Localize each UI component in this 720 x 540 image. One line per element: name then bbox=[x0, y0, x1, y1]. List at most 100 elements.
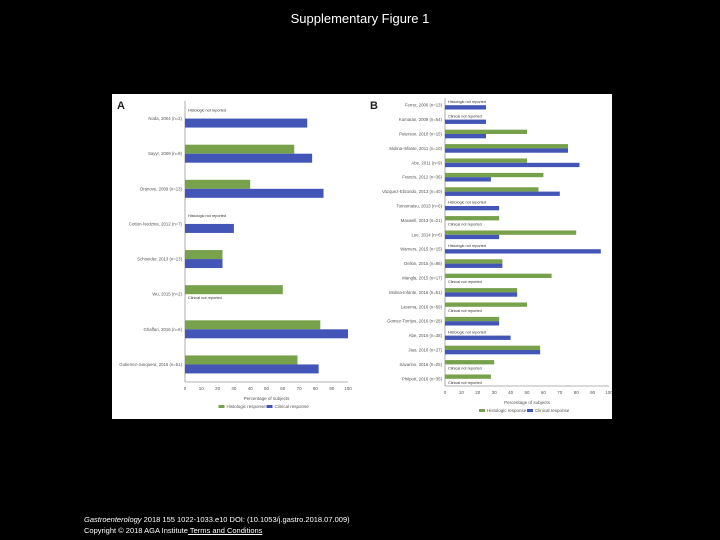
panel-a-x-label: Percentage of subjects bbox=[244, 396, 291, 401]
panel-a-note: Histologic not reported bbox=[188, 214, 226, 218]
panel-b-bar-clinical bbox=[445, 105, 486, 110]
panel-b-bar-clinical bbox=[445, 263, 503, 268]
panel-b-study-label: Molina-Infante, 2016 (n=51) bbox=[389, 290, 442, 295]
panel-b-bar-histologic bbox=[445, 129, 527, 134]
panel-b-legend-histologic: Histologic response bbox=[487, 408, 527, 413]
panel-b-study-label: Mangla, 2015 (n=17) bbox=[402, 276, 442, 281]
panel-a-legend-clinical: Clinical response bbox=[275, 404, 310, 409]
panel-a-study-label: Sayyr, 2009 (n=9) bbox=[148, 151, 183, 156]
panel-b-x-tick: 30 bbox=[492, 390, 498, 395]
panel-a-study-label: Wu, 2015 (n=2) bbox=[152, 292, 182, 297]
panel-b-note: Clinical not reported bbox=[448, 366, 482, 370]
panel-b-x-tick: 80 bbox=[574, 390, 580, 395]
panel-a-bar-histologic bbox=[185, 320, 321, 330]
panel-a-bar-histologic bbox=[185, 355, 298, 365]
citation-copyright: Copyright © 2018 AGA Institute bbox=[84, 526, 188, 535]
panel-b-bar-histologic bbox=[445, 360, 495, 365]
panel-b-x-tick: 100 bbox=[605, 390, 612, 395]
panel-a-bar-histologic bbox=[185, 179, 251, 189]
panel-b-bar-histologic bbox=[445, 172, 544, 178]
panel-b-bar-histologic bbox=[445, 144, 568, 149]
panel-b-bar-histologic bbox=[445, 316, 500, 322]
panel-b-study-label: Peterson, 2010 (n=15) bbox=[399, 132, 442, 137]
panel-b-letter: B bbox=[370, 100, 378, 112]
panel-a-study-label: Dranove, 2009 (n=13) bbox=[140, 186, 182, 191]
panel-a-bar-clinical bbox=[185, 153, 313, 163]
panel-b-study-label: Francis, 2012 (n=36) bbox=[402, 175, 442, 180]
panel-a-study-label: Schneider, 2013 (n=13) bbox=[137, 257, 182, 262]
panel-b-study-label: Vazquez-Elizondo, 2013 (n=40) bbox=[382, 189, 443, 194]
panel-b-x-tick: 40 bbox=[508, 390, 514, 395]
panel-a-x-tick: 10 bbox=[199, 386, 205, 391]
panel-b-bar-histologic bbox=[445, 216, 500, 221]
panel-b-study-label: Abe, 2011 (n=9) bbox=[411, 160, 442, 165]
panel-b-bar-clinical bbox=[445, 350, 541, 355]
panel-b-bar-histologic bbox=[445, 158, 527, 163]
panel-b-bar-histologic bbox=[445, 259, 503, 264]
panel-b-bar-histologic bbox=[445, 302, 527, 307]
panel-a-legend-swatch-histologic bbox=[218, 405, 225, 408]
panel-a-bar-histologic bbox=[185, 285, 283, 295]
panel-a-bar-clinical bbox=[185, 223, 234, 233]
citation-journal: Gastroenterology bbox=[84, 515, 142, 524]
panel-b-note: Clinical not reported bbox=[448, 222, 482, 226]
panel-b-bar-histologic bbox=[445, 187, 539, 192]
panel-b-note: Histologic not reported bbox=[448, 201, 486, 205]
panel-b-study-label: Philpott, 2016 (n=35) bbox=[402, 376, 443, 381]
panel-b-bar-clinical bbox=[445, 234, 500, 240]
panel-a-x-tick: 30 bbox=[231, 386, 237, 391]
panel-b-study-label: Ferrer, 2006 (n=13) bbox=[405, 103, 443, 108]
panel-a-x-tick: 70 bbox=[297, 386, 303, 391]
citation: Gastroenterology 2018 155 1022-1033.e10 … bbox=[84, 514, 350, 536]
panel-a-bar-clinical bbox=[185, 329, 348, 339]
panel-a-x-tick: 100 bbox=[344, 386, 352, 391]
panel-b-bar-histologic bbox=[445, 345, 541, 350]
panel-b-bar-clinical bbox=[445, 162, 580, 168]
panel-b-study-label: Lee, 2014 (n=6) bbox=[412, 232, 443, 237]
panel-b-study-label: Warners, 2015 (n=15) bbox=[400, 247, 442, 252]
panel-b-note: Clinical not reported bbox=[448, 381, 482, 385]
panel-a-bar-clinical bbox=[185, 188, 324, 198]
panel-b-bar-histologic bbox=[445, 288, 518, 293]
panel-b-bar-clinical bbox=[445, 249, 601, 254]
panel-b-x-tick: 10 bbox=[459, 390, 465, 395]
panel-a-bar-clinical bbox=[185, 118, 308, 128]
panel-a-study-label: Ghaffari, 2016 (n=6) bbox=[144, 327, 183, 332]
panel-b-bar-histologic bbox=[445, 374, 491, 379]
panel-b-bar-clinical bbox=[445, 321, 500, 326]
panel-b-bar-clinical bbox=[445, 134, 486, 139]
panel-b-note: Clinical not reported bbox=[448, 280, 482, 284]
panel-b-x-tick: 90 bbox=[590, 390, 596, 395]
panel-b-study-label: Maxwell, 2013 (n=21) bbox=[401, 218, 443, 223]
panel-a-bar-histologic bbox=[185, 250, 223, 260]
panel-b-study-label: Gomez-Torrijos, 2016 (n=28) bbox=[387, 319, 442, 324]
panel-b-study-label: Molina-Infante, 2011 (n=10) bbox=[389, 146, 442, 151]
panel-a-study-label: Cotton-Nodzina, 2012 (n=7) bbox=[129, 221, 183, 226]
panel-a-x-tick: 0 bbox=[184, 386, 187, 391]
panel-a-x-tick: 90 bbox=[329, 386, 335, 391]
panel-b-bar-clinical bbox=[445, 292, 518, 297]
panel-b-bar-clinical bbox=[445, 206, 500, 211]
panel-b-bar-clinical bbox=[445, 335, 511, 340]
panel-b-note: Histologic not reported bbox=[448, 244, 486, 248]
panel-b-study-label: Laserna, 2016 (n=59) bbox=[401, 304, 443, 309]
panel-b-bar-clinical bbox=[445, 191, 560, 196]
panel-a-letter: A bbox=[117, 100, 125, 112]
panel-a-legend-swatch-clinical bbox=[266, 405, 273, 408]
figure-image: A 0 10 20 30 40 50 60 70 80 90 100 Percentage of sub… bbox=[112, 94, 612, 419]
panel-a-x-tick: 80 bbox=[313, 386, 319, 391]
panel-b-study-label: Dellon, 2015 (n=86) bbox=[404, 261, 442, 266]
terms-link[interactable]: Terms and Conditions bbox=[187, 526, 263, 535]
panel-b-note: Histologic not reported bbox=[448, 100, 486, 104]
panel-a-study-label: Noda, 2004 (n=2) bbox=[148, 116, 182, 121]
panel-b-x-tick: 60 bbox=[541, 390, 547, 395]
panel-b-x-label: Percentage of subjects bbox=[504, 400, 551, 405]
panel-b-legend-swatch-histologic bbox=[479, 409, 485, 412]
panel-a-bar-clinical bbox=[185, 259, 223, 269]
panel-b-x-tick: 20 bbox=[475, 390, 481, 395]
panel-a-study-label: Gutierrez-Junquera, 2016 (n=51) bbox=[119, 362, 182, 367]
panel-b-study-label: Kumaran, 2009 (n=64) bbox=[399, 117, 443, 122]
panel-b-x-tick: 50 bbox=[524, 390, 530, 395]
citation-ref: 2018 155 1022-1033.e10 DOI: (10.1053/j.g… bbox=[141, 515, 350, 524]
panel-a-note: Histologic not reported bbox=[188, 109, 226, 113]
